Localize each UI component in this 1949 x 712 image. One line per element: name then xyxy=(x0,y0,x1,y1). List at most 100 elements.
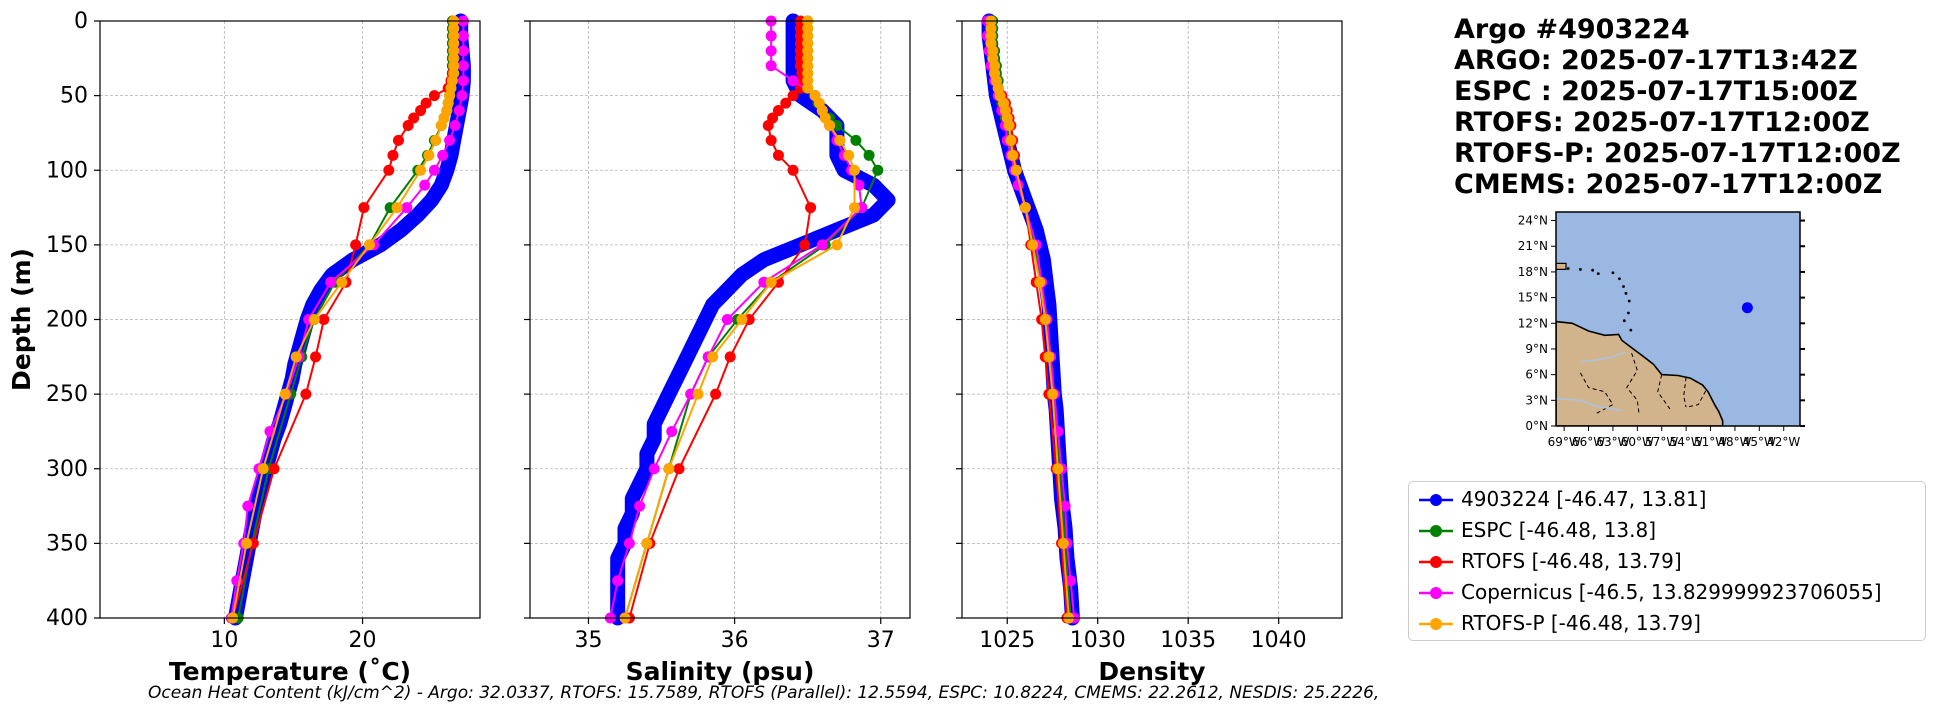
data-point xyxy=(457,30,469,42)
x-tick-label: 1040 xyxy=(1251,628,1307,653)
legend-swatch xyxy=(1419,618,1453,630)
data-point xyxy=(325,276,337,288)
map-y-tick-label: 24°N xyxy=(1518,214,1548,228)
map-x-tick-label: 60°W xyxy=(1621,435,1654,449)
legend-item-espc: ESPC [-46.48, 13.8] xyxy=(1409,515,1919,546)
y-tick-label: 250 xyxy=(46,382,88,407)
x-tick-label: 1035 xyxy=(1160,628,1216,653)
panel-salinity: 35 36 37 Salinity (psu) xyxy=(524,13,911,686)
info-line-rtofs: RTOFS: 2025-07-17T12:00Z xyxy=(1454,107,1870,138)
x-axis-label: Density xyxy=(1098,657,1205,686)
legend-label: RTOFS [-46.48, 13.79] xyxy=(1461,549,1682,573)
map-y-tick-label: 21°N xyxy=(1518,239,1548,253)
map-marker xyxy=(1741,302,1753,314)
y-tick-label: 300 xyxy=(46,457,88,482)
map-river xyxy=(1580,351,1626,363)
x-axis-label: Temperature (˚C) xyxy=(169,657,411,686)
map-island-large xyxy=(1556,262,1567,270)
data-point xyxy=(710,388,722,400)
data-point xyxy=(1019,202,1031,214)
data-point xyxy=(444,134,456,146)
y-tick-label: 150 xyxy=(46,233,88,258)
data-point xyxy=(242,500,254,512)
data-point xyxy=(736,314,748,325)
map-y-tick-label: 9°N xyxy=(1525,342,1548,356)
y-axis-label: Depth (m) xyxy=(7,248,36,391)
data-point xyxy=(415,164,427,176)
data-point xyxy=(772,149,784,161)
data-point xyxy=(802,82,814,94)
data-point xyxy=(428,90,440,102)
legend-item-copernicus: Copernicus [-46.5, 13.829999923706055] xyxy=(1409,577,1919,608)
map-river xyxy=(1556,397,1622,412)
legend-item-rtofs: RTOFS [-46.48, 13.79] xyxy=(1409,546,1919,577)
data-point xyxy=(1052,463,1064,475)
data-point xyxy=(762,119,774,131)
info-line-rtofs-p: RTOFS-P: 2025-07-17T12:00Z xyxy=(1454,138,1901,169)
data-point xyxy=(1003,119,1015,131)
data-point xyxy=(765,60,777,72)
data-point xyxy=(308,314,320,325)
map-island xyxy=(1622,319,1626,323)
data-point xyxy=(848,202,860,214)
legend-label: Copernicus [-46.5, 13.829999923706055] xyxy=(1461,580,1882,604)
info-line-argo: ARGO: 2025-07-17T13:42Z xyxy=(1454,45,1858,76)
data-point xyxy=(824,119,836,131)
info-line-cmems: CMEMS: 2025-07-17T12:00Z xyxy=(1454,169,1883,200)
data-point xyxy=(240,537,252,549)
map-island xyxy=(1596,272,1600,276)
map-island xyxy=(1627,299,1631,303)
data-point xyxy=(300,388,312,400)
data-point xyxy=(457,45,469,57)
map-island xyxy=(1618,277,1621,281)
data-point xyxy=(634,500,646,512)
data-point xyxy=(765,134,777,146)
y-tick-label: 100 xyxy=(46,158,88,183)
y-tick-label: 200 xyxy=(46,308,88,333)
map-x-tick-label: 48°W xyxy=(1718,435,1751,449)
data-point xyxy=(648,463,660,475)
legend-item-rtofs-p: RTOFS-P [-46.48, 13.79] xyxy=(1409,608,1919,639)
map-x-tick-label: 69°W xyxy=(1548,435,1581,449)
map-y-tick-label: 15°N xyxy=(1518,291,1548,305)
map-y-tick-label: 0°N xyxy=(1525,419,1548,433)
data-point xyxy=(707,351,719,363)
data-point xyxy=(787,75,799,87)
info-title: Argo #4903224 xyxy=(1454,14,1690,45)
data-point xyxy=(834,134,846,146)
map-frame xyxy=(1555,211,1801,427)
data-point xyxy=(363,239,375,251)
data-point xyxy=(872,164,884,176)
data-point xyxy=(453,105,465,117)
y-tick-label: 400 xyxy=(46,606,88,631)
info-line-espc: ESPC : 2025-07-17T15:00Z xyxy=(1454,76,1858,107)
legend-swatch xyxy=(1419,494,1453,506)
data-point xyxy=(721,314,733,325)
data-point xyxy=(772,105,784,117)
map-land xyxy=(1556,320,1724,426)
data-point xyxy=(391,202,403,214)
data-point xyxy=(392,134,404,146)
map-island xyxy=(1624,291,1628,295)
data-point xyxy=(449,119,461,131)
data-point xyxy=(350,239,362,251)
x-tick-label: 10 xyxy=(210,628,238,653)
data-point xyxy=(383,164,395,176)
map-x-tick-label: 51°W xyxy=(1694,435,1727,449)
x-tick-label: 36 xyxy=(721,628,749,653)
map-x-tick-label: 57°W xyxy=(1645,435,1678,449)
location-map: 24°N 21°N 18°N 15°N 12°N 9°N 6°N 3°N 0°N69°W66°W… xyxy=(1518,211,1805,449)
data-point xyxy=(816,239,828,251)
data-point xyxy=(1027,239,1039,251)
data-point xyxy=(663,463,675,475)
series-rtofs-p xyxy=(985,15,1075,624)
y-tick-label: 350 xyxy=(46,531,88,556)
legend-label: RTOFS-P [-46.48, 13.79] xyxy=(1461,611,1701,635)
map-island xyxy=(1626,311,1630,315)
legend-item-argo: 4903224 [-46.47, 13.81] xyxy=(1409,484,1919,515)
map-x-tick-label: 45°W xyxy=(1743,435,1776,449)
data-point xyxy=(1034,276,1046,288)
series-4903224 xyxy=(227,13,471,626)
data-point xyxy=(612,575,624,587)
data-point xyxy=(428,164,440,176)
